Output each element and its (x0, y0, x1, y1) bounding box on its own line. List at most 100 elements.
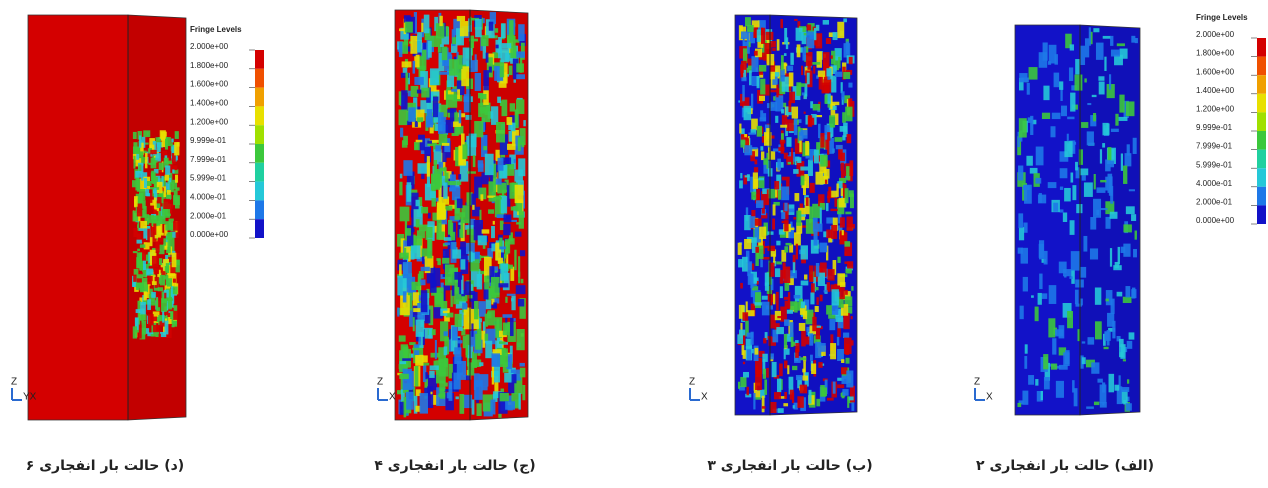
fringe-patch (520, 363, 525, 367)
fringe-patch (486, 53, 489, 63)
fringe-patch (803, 311, 807, 319)
fringe-patch (747, 174, 750, 181)
fringe-patch (813, 66, 815, 74)
fringe-patch (405, 73, 408, 93)
fringe-patch (1064, 188, 1071, 201)
fringe-patch (404, 397, 407, 417)
fringe-patch (742, 85, 744, 101)
fringe-patch (784, 348, 786, 359)
fringe-patch (759, 227, 766, 239)
fringe-patch (144, 291, 147, 300)
fringe-patch (519, 211, 524, 228)
legend-swatch (255, 144, 264, 163)
fringe-patch (439, 72, 449, 75)
fringe-patch (488, 209, 494, 213)
fringe-patch (747, 349, 751, 360)
fringe-patch (843, 333, 849, 338)
fringe-patch (751, 332, 754, 345)
fringe-patch (1123, 224, 1131, 232)
fringe-patch (417, 117, 423, 122)
fringe-patch (765, 282, 769, 290)
fringe-patch (498, 414, 501, 418)
legend-title: Fringe Levels (1196, 13, 1248, 22)
fringe-patch (159, 270, 161, 276)
fringe-patch (512, 374, 517, 383)
fringe-patch (152, 173, 155, 184)
fringe-patch (823, 20, 829, 25)
fringe-patch (1107, 313, 1114, 327)
fringe-patch (829, 115, 835, 127)
fringe-patch (755, 247, 758, 253)
fringe-patch (445, 173, 449, 183)
fringe-patch (786, 37, 788, 49)
fringe-patch (399, 361, 406, 364)
fringe-patch (793, 217, 796, 220)
fringe-patch (145, 189, 149, 196)
fringe-patch (1059, 81, 1063, 89)
fringe-patch (402, 358, 411, 361)
fringe-patch (792, 366, 797, 370)
fringe-patch (800, 385, 807, 394)
fringe-patch (1093, 113, 1096, 121)
fringe-patch (757, 76, 760, 88)
fringe-patch (504, 215, 512, 223)
fringe-patch (835, 114, 838, 125)
fringe-patch (1027, 83, 1030, 95)
fringe-patch (845, 269, 851, 274)
fringe-patch (1075, 75, 1083, 91)
fringe-patch (778, 147, 784, 151)
fringe-patch (776, 301, 779, 311)
fringe-patch (430, 68, 439, 85)
fringe-patch (510, 318, 514, 336)
fringe-patch (412, 348, 422, 350)
fringe-patch (1060, 168, 1068, 178)
fringe-patch (502, 314, 512, 318)
fringe-patch (802, 47, 806, 60)
fringe-patch (510, 103, 515, 111)
fringe-patch (423, 355, 428, 362)
fringe-patch (781, 55, 784, 70)
fringe-patch (1082, 175, 1086, 180)
fringe-patch (838, 57, 840, 68)
fringe-patch (1023, 185, 1029, 190)
fringe-patch (1123, 359, 1126, 361)
fringe-patch (136, 154, 139, 160)
fringe-patch (416, 200, 420, 206)
fringe-patch (400, 207, 410, 222)
fringe-patch (413, 61, 416, 74)
fringe-patch (417, 32, 422, 52)
legend-label: 2.000e+00 (190, 42, 229, 51)
fringe-patch (741, 77, 746, 81)
fringe-patch (1121, 387, 1129, 392)
fringe-patch (1096, 43, 1104, 60)
fringe-patch (1115, 114, 1118, 126)
fringe-patch (795, 343, 799, 352)
legend-label: 1.600e+00 (190, 80, 229, 89)
legend-label: 1.600e+00 (1196, 67, 1235, 76)
fringe-patch (801, 245, 808, 259)
fringe-patch (1133, 249, 1137, 257)
fringe-patch (1129, 332, 1135, 339)
fringe-patch (142, 250, 146, 261)
fringe-patch (1121, 247, 1126, 253)
fringe-patch (739, 124, 741, 134)
fringe-patch (481, 35, 489, 46)
caption: (الف) حالت بار انفجاری ۲ (976, 458, 1154, 474)
fringe-patch (813, 218, 818, 232)
fringe-patch (786, 349, 790, 355)
fringe-patch (1075, 59, 1079, 74)
fringe-patch (496, 179, 502, 185)
fringe-patch (771, 151, 775, 159)
fringe-patch (1031, 295, 1034, 297)
fringe-patch (141, 314, 146, 320)
fringe-patch (143, 130, 150, 137)
fringe-patch (403, 160, 412, 176)
fringe-patch (747, 310, 755, 316)
fringe-patch (479, 374, 489, 386)
fringe-patch (749, 42, 751, 47)
fringe-patch (507, 144, 516, 150)
fringe-patch (755, 252, 758, 266)
legend-label: 2.000e+00 (1196, 30, 1235, 39)
fringe-patch (1048, 182, 1057, 188)
fringe-patch (435, 340, 437, 359)
